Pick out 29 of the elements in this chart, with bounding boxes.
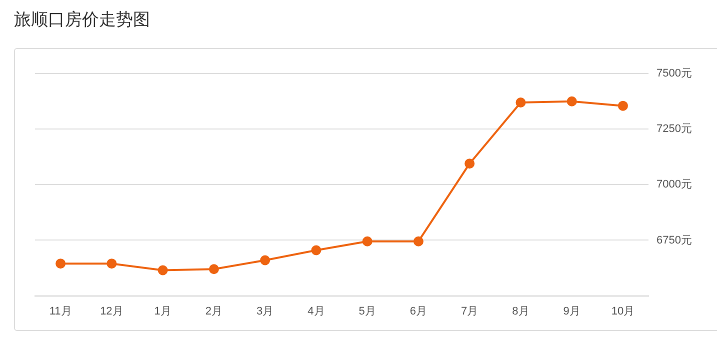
x-tick-label: 5月 — [358, 305, 376, 318]
point — [311, 245, 322, 256]
x-tick-label: 9月 — [563, 305, 580, 318]
x-tick-label: 8月 — [512, 305, 530, 318]
x-tick-label: 2月 — [205, 305, 223, 318]
x-tick-label: 7月 — [461, 305, 478, 318]
x-tick-label: 3月 — [256, 305, 274, 318]
point — [464, 158, 475, 169]
point — [516, 97, 526, 108]
point — [413, 236, 424, 246]
point — [208, 264, 219, 274]
point — [618, 100, 628, 111]
chart-title: 旅顺口房价走势图 — [14, 9, 150, 31]
point — [158, 265, 168, 276]
point — [362, 236, 372, 246]
x-tick-label: 6月 — [410, 305, 428, 318]
y-tick-label: 7250元 — [656, 123, 692, 136]
y-tick-label: 6750元 — [656, 234, 692, 246]
point — [566, 96, 577, 106]
x-tick-label: 11月 — [49, 305, 72, 318]
y-tick-label: 7500元 — [656, 68, 692, 80]
x-tick-label: 10月 — [611, 305, 635, 318]
x-tick-label: 4月 — [308, 305, 325, 318]
point — [106, 258, 117, 269]
y-tick-label: 7000元 — [656, 178, 692, 191]
point — [56, 258, 66, 269]
point — [260, 255, 270, 266]
x-tick-label: 12月 — [100, 305, 124, 318]
x-tick-label: 1月 — [154, 305, 172, 318]
